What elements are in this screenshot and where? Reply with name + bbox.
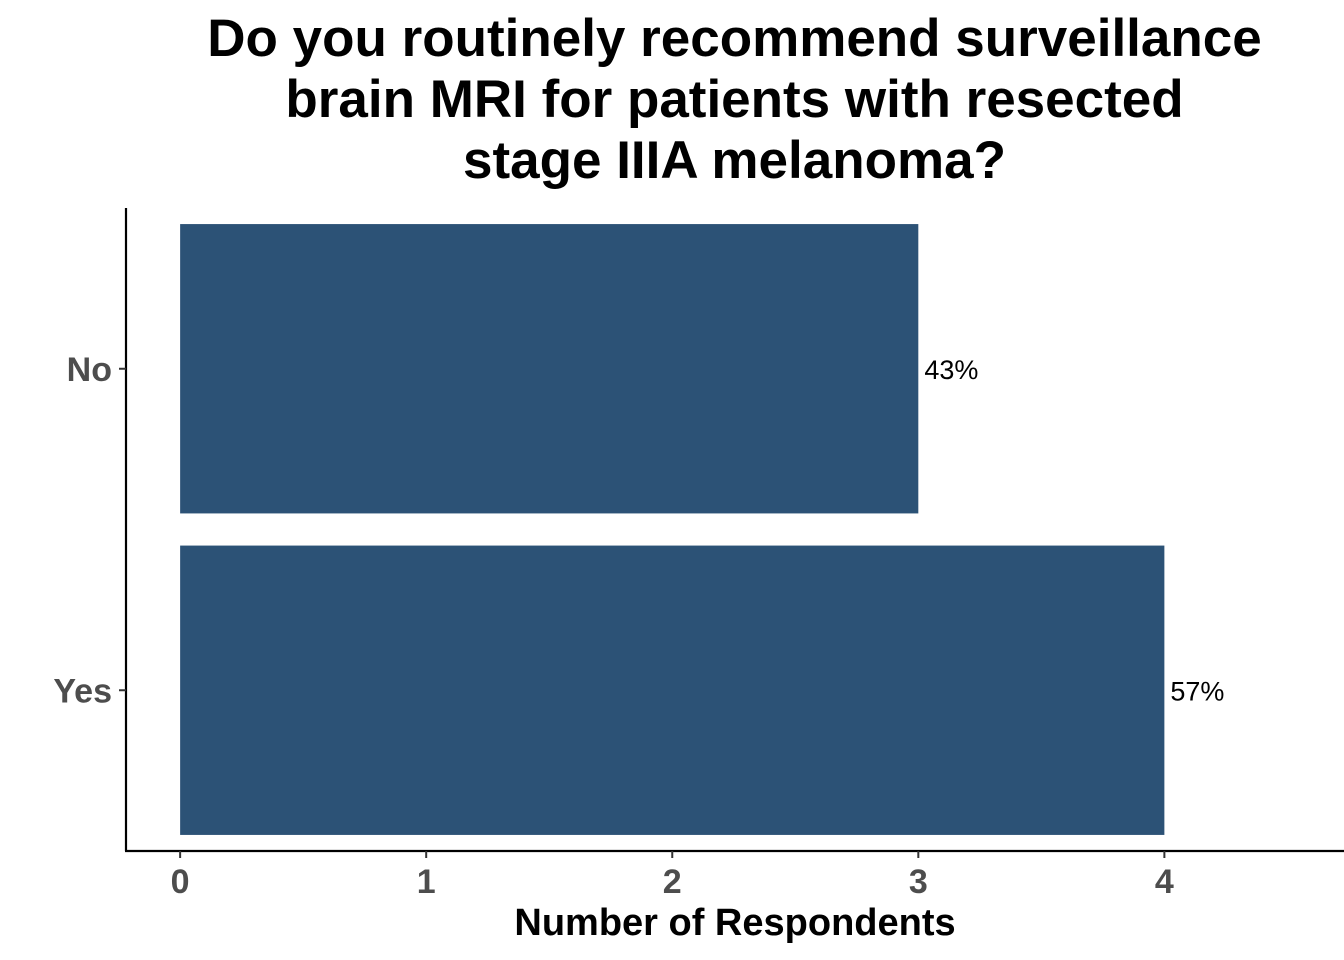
y-tick-label-yes: Yes bbox=[53, 672, 112, 710]
data-label-no: 43% bbox=[924, 355, 978, 385]
bar-yes bbox=[180, 545, 1165, 835]
bar-no bbox=[180, 224, 919, 514]
chart-title-line: stage IIIA melanoma? bbox=[463, 131, 1006, 190]
x-axis: 0 1 2 3 4 bbox=[171, 851, 1174, 901]
x-tick-label: 2 bbox=[663, 863, 682, 901]
chart-title: Do you routinely recommend surveillance … bbox=[125, 8, 1344, 191]
x-axis-title: Number of Respondents bbox=[514, 902, 955, 944]
chart-title-line: Do you routinely recommend surveillance bbox=[207, 9, 1262, 68]
data-label-yes: 57% bbox=[1170, 676, 1224, 706]
x-tick-label: 0 bbox=[171, 863, 190, 901]
x-tick-label: 3 bbox=[909, 863, 928, 901]
y-tick-label-no: No bbox=[67, 351, 112, 389]
x-tick-label: 4 bbox=[1155, 863, 1174, 901]
data-labels-group: 43% 57% bbox=[924, 355, 1224, 707]
y-axis: No Yes bbox=[53, 351, 126, 710]
chart-title-line: brain MRI for patients with resected bbox=[285, 70, 1184, 129]
x-tick-label: 1 bbox=[417, 863, 436, 901]
bars-group bbox=[180, 224, 1165, 835]
